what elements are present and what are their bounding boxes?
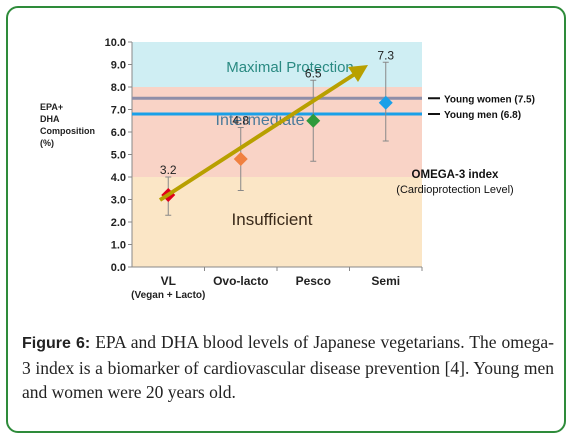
- y-axis-label: DHA: [40, 114, 60, 124]
- data-label: 4.8: [232, 114, 249, 128]
- data-point-ovo-lacto: [233, 152, 248, 166]
- y-tick-label: 6.0: [111, 127, 126, 139]
- data-label: 7.3: [377, 48, 394, 62]
- trend-arrow-shaft: [158, 70, 360, 202]
- y-tick-label: 0.0: [111, 262, 126, 274]
- y-tick-label: 4.0: [111, 172, 126, 184]
- y-tick-label: 9.0: [111, 60, 126, 72]
- data-label: 6.5: [305, 66, 322, 80]
- zone-label: Insufficient: [232, 210, 313, 229]
- y-tick-label: 5.0: [111, 150, 126, 162]
- annotation-title: OMEGA-3 index: [412, 169, 500, 181]
- caption-text: EPA and DHA blood levels of Japanese veg…: [22, 332, 555, 402]
- x-tick-label: Ovo-lacto: [213, 274, 268, 288]
- y-tick-label: 7.0: [111, 105, 126, 117]
- trend-arrow-head: [348, 65, 368, 82]
- data-point-semi: [378, 95, 393, 110]
- chart: Maximal Protection Intermediate Insufficie…: [40, 37, 535, 301]
- zone-label: Intermediate: [216, 112, 305, 129]
- y-tick-label: 10.0: [105, 37, 126, 49]
- x-tick-label: Pesco: [296, 274, 331, 288]
- zone-label: Maximal Protection: [226, 59, 354, 76]
- zone-intermediate: [132, 87, 422, 177]
- x-tick-label: VL: [161, 274, 176, 288]
- y-tick-label: 2.0: [111, 217, 126, 229]
- x-tick-sublabel: (Vegan + Lacto): [131, 290, 205, 301]
- y-tick-label: 1.0: [111, 240, 126, 252]
- y-axis-label: Composition: [40, 126, 95, 136]
- zone-maximal-protection: [132, 42, 422, 87]
- y-axis-label: EPA+: [40, 102, 63, 112]
- figure-caption: Figure 6: EPA and DHA blood levels of Ja…: [22, 330, 554, 404]
- zone-insufficient: [132, 177, 422, 267]
- figure-label: Figure 6:: [22, 335, 91, 352]
- y-axis-label: (%): [40, 138, 54, 148]
- data-point-pesco: [306, 113, 321, 128]
- data-label: 3.2: [160, 163, 177, 177]
- reference-label: Young women (7.5): [444, 94, 535, 105]
- x-tick-label: Semi: [371, 274, 400, 288]
- annotation-subtitle: (Cardioprotection Level): [396, 184, 513, 196]
- y-tick-label: 3.0: [111, 195, 126, 207]
- reference-label: Young men (6.8): [444, 110, 521, 121]
- y-tick-label: 8.0: [111, 82, 126, 94]
